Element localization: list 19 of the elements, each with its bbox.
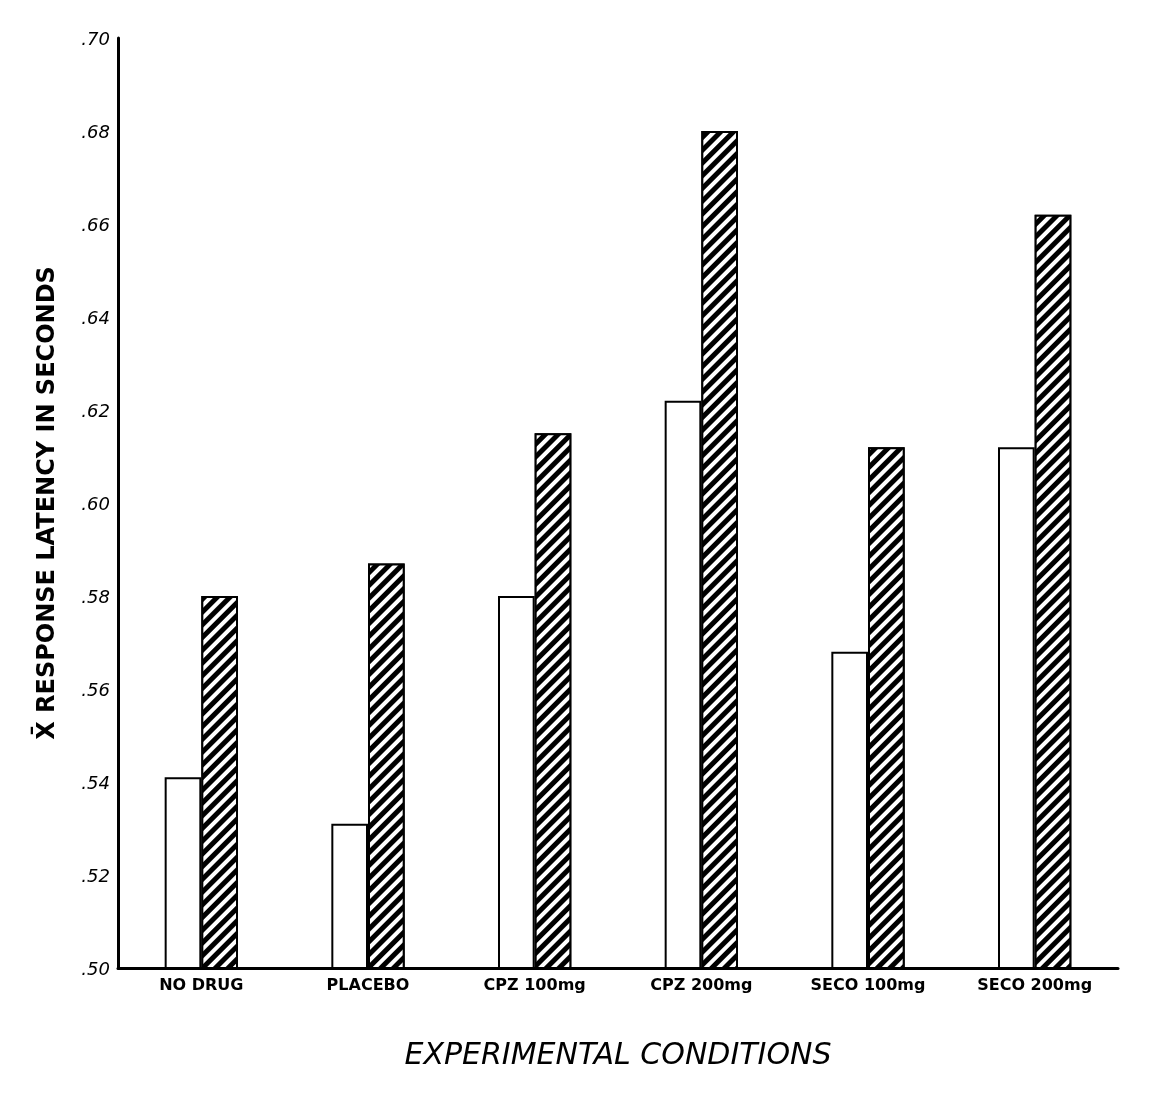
y-tick-label: .68 (81, 120, 110, 142)
x-tick-label: CPZ 100mg (483, 974, 586, 994)
x-tick-label: SECO 100mg (810, 974, 926, 994)
x-tick-label: NO DRUG (159, 974, 244, 994)
y-tick-label: .64 (81, 306, 110, 328)
x-axis-title: EXPERIMENTAL CONDITIONS (404, 1035, 832, 1071)
x-tick-label: SECO 200mg (977, 974, 1093, 994)
y-tick-label: .58 (81, 585, 110, 607)
y-tick-label: .52 (81, 864, 110, 886)
x-tick-label: PLACEBO (326, 974, 410, 994)
y-axis-title: X̄ RESPONSE LATENCY IN SECONDS (29, 266, 60, 740)
y-tick-label: .60 (81, 492, 110, 514)
y-tick-label: .56 (81, 678, 110, 700)
y-tick-label: .62 (81, 399, 110, 421)
x-tick-label: CPZ 200mg (650, 974, 753, 994)
y-tick-label: .50 (81, 957, 110, 979)
y-tick-label: .70 (81, 27, 110, 49)
y-tick-label: .54 (81, 771, 110, 793)
y-tick-label: .66 (81, 213, 110, 235)
